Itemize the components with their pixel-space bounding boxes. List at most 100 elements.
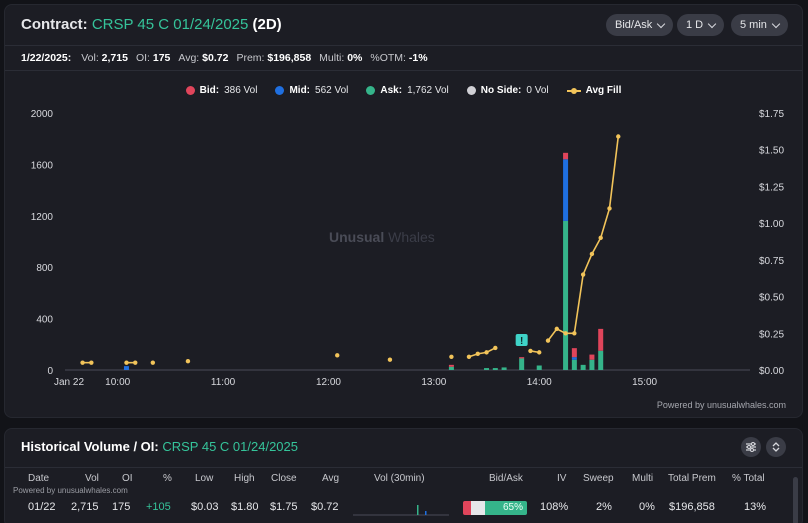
bid-ask-pct: 65%: [485, 501, 527, 515]
col-close[interactable]: Close: [271, 473, 297, 484]
avg-fill-point: [387, 357, 393, 362]
volume-bar-ask: [563, 220, 569, 370]
legend-bid[interactable]: Bid: 386 Vol: [185, 85, 258, 96]
volume-bar-bid: [448, 364, 454, 367]
table-row[interactable]: 01/22 2,715 175 +105 $0.03 $1.80 $1.75 $…: [5, 497, 802, 519]
range-dropdown[interactable]: 1 D: [677, 14, 725, 36]
sort-arrows-icon: [772, 442, 780, 452]
side-dropdown-label: Bid/Ask: [615, 19, 653, 31]
historical-panel: Historical Volume / OI: CRSP 45 C 01/24/…: [4, 428, 803, 523]
bid-ask-mid-fill: [470, 501, 486, 515]
volume-bar-ask: [571, 359, 577, 370]
y-left-tick-label: 0: [47, 366, 53, 377]
cell-total-prem: $196,858: [669, 501, 715, 513]
col-high[interactable]: High: [234, 473, 255, 484]
col-multi[interactable]: Multi: [632, 473, 654, 484]
side-dropdown[interactable]: Bid/Ask: [606, 14, 674, 36]
prem-label: Prem:: [236, 52, 265, 64]
watermark: Unusual Whales: [329, 229, 435, 245]
table-scrollbar[interactable]: [793, 477, 798, 523]
col-pct[interactable]: %: [163, 473, 172, 484]
y-right-tick-label: $1.75: [759, 109, 784, 120]
volume-bar-ask: [519, 358, 525, 370]
volume-bar-mid: [571, 357, 577, 360]
avg-fill-point: [335, 353, 340, 358]
bid-dot-icon: [185, 86, 195, 95]
col-iv[interactable]: IV: [557, 473, 567, 484]
legend-ask-vol: 1,762 Vol: [407, 85, 449, 96]
y-right-tick-label: $0.25: [759, 329, 784, 340]
y-right-tick-label: $0.00: [759, 366, 784, 377]
multi-label: Multi:: [319, 52, 345, 64]
oi-label: OI:: [135, 52, 150, 64]
legend-bid-label: Bid:: [199, 85, 220, 96]
interval-dropdown-label: 5 min: [740, 19, 767, 31]
noside-dot-icon: [466, 86, 476, 95]
volume-chart: 0 400 800 1200 1600 2000 $0.00 $0.25 $0.50 $0.75 $…: [31, 109, 785, 388]
legend-avgfill[interactable]: Avg Fill: [566, 85, 622, 96]
avgfill-line-icon: [566, 87, 581, 94]
cell-multi: 0%: [639, 501, 655, 513]
legend-mid[interactable]: Mid: 562 Vol: [275, 85, 348, 96]
history-table-header: Date Vol OI % Low High Close Avg Vol (30…: [5, 467, 802, 489]
avg-fill-point: [598, 235, 603, 241]
legend-noside[interactable]: No Side: 0 Vol: [466, 85, 549, 96]
avg-fill-point: [537, 350, 542, 355]
volume-bar-ask: [536, 365, 542, 370]
avg-fill-point: [185, 358, 191, 364]
avg-fill-point: [80, 360, 85, 365]
volume-bar-ask: [492, 368, 498, 370]
x-tick-label: 14:00: [527, 377, 552, 388]
watermark-word-2: Whales: [388, 229, 435, 245]
interval-dropdown[interactable]: 5 min: [731, 14, 788, 36]
avg-value: $0.72: [202, 52, 229, 64]
col-low[interactable]: Low: [195, 473, 214, 484]
legend-ask[interactable]: Ask: 1,762 Vol: [366, 85, 449, 96]
col-sweep[interactable]: Sweep: [583, 473, 614, 484]
avg-fill-line: [468, 347, 496, 358]
x-start-label: Jan 22: [54, 377, 84, 388]
watermark-word-1: Unusual: [329, 229, 385, 245]
cell-iv: 108%: [540, 501, 569, 513]
volume-bar-bid: [589, 354, 595, 360]
y-right-tick-label: $1.00: [759, 219, 784, 230]
filter-settings-button[interactable]: [741, 437, 761, 457]
expand-collapse-button[interactable]: [766, 437, 786, 457]
avg-fill-point: [124, 360, 129, 365]
col-total-prem[interactable]: Total Prem: [668, 473, 716, 484]
col-vol[interactable]: Vol: [85, 473, 99, 484]
event-flag-marker: [515, 334, 528, 346]
avg-fill-point: [563, 331, 568, 336]
col-pct-total[interactable]: % Total: [732, 473, 765, 484]
legend-ask-label: Ask:: [380, 85, 403, 96]
col-oi[interactable]: OI: [122, 473, 133, 484]
oi-value: 175: [152, 52, 171, 64]
x-tick-label: 13:00: [421, 377, 446, 388]
range-dropdown-label: 1 D: [686, 19, 704, 31]
cell-pct-total: 13%: [744, 501, 767, 513]
avg-fill-point: [554, 326, 559, 332]
col-avg[interactable]: Avg: [322, 473, 340, 484]
days-to-expiry-tag: (2D): [252, 16, 282, 33]
col-vol-30min[interactable]: Vol (30min): [374, 473, 425, 484]
x-tick-label: 10:00: [105, 377, 130, 388]
avg-fill-line: [547, 136, 620, 342]
volume-bar-bid: [598, 328, 604, 351]
volume-bar-bid: [519, 357, 525, 359]
avg-fill-point: [572, 331, 577, 336]
col-date[interactable]: Date: [28, 473, 50, 484]
legend-bid-vol: 386 Vol: [224, 85, 258, 96]
avg-fill-point: [150, 360, 156, 365]
powered-by: Powered by unusualwhales.com: [656, 400, 786, 410]
otm-value: -1%: [408, 52, 428, 64]
y-right-tick-label: $1.50: [759, 146, 784, 157]
volume-bar-ask: [448, 366, 454, 370]
ask-dot-icon: [366, 86, 376, 95]
x-tick-label: 12:00: [316, 377, 341, 388]
prem-value: $196,858: [267, 52, 312, 64]
avg-label: Avg:: [178, 52, 200, 64]
col-bid-ask[interactable]: Bid/Ask: [489, 473, 523, 484]
legend-avgfill-label: Avg Fill: [585, 85, 622, 96]
vol-label: Vol:: [81, 52, 99, 64]
avg-fill-point: [580, 272, 586, 277]
